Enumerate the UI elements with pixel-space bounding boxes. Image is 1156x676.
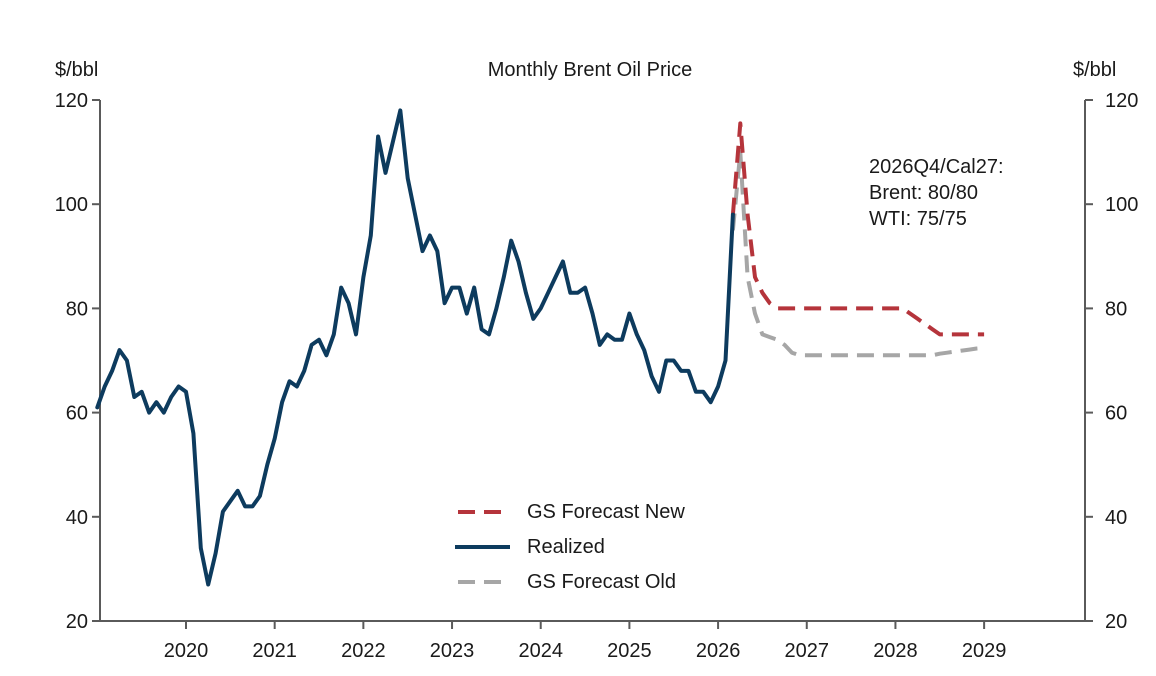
x-tick-label-2027: 2027 <box>785 640 830 662</box>
right-y-tick-label: 100 <box>1105 194 1138 216</box>
x-tick-label-2028: 2028 <box>873 640 918 662</box>
right-axis-unit-label: $/bbl <box>1073 59 1116 81</box>
left-axis-unit-label: $/bbl <box>55 59 98 81</box>
right-y-tick-label: 40 <box>1105 507 1127 529</box>
right-y-tick-label: 60 <box>1105 403 1127 425</box>
legend: GS Forecast New Realized GS Forecast Old <box>455 501 685 593</box>
x-tick-label-2025: 2025 <box>607 640 652 662</box>
left-y-tick-label: 80 <box>66 298 88 320</box>
x-tick-label-2029: 2029 <box>962 640 1007 662</box>
annotation-line-3: WTI: 75/75 <box>869 208 967 230</box>
legend-label-forecast-new: GS Forecast New <box>527 501 685 523</box>
annotation-box: 2026Q4/Cal27: Brent: 80/80 WTI: 75/75 <box>869 156 1004 230</box>
legend-label-realized: Realized <box>527 536 605 558</box>
right-y-tick-label: 120 <box>1105 90 1138 112</box>
right-y-tick-label: 20 <box>1105 611 1127 633</box>
x-tick-label-2020: 2020 <box>164 640 209 662</box>
x-tick-label-2021: 2021 <box>252 640 297 662</box>
series-layer <box>95 108 985 587</box>
series-line-gs-forecast-old <box>730 150 985 358</box>
x-tick-label-2023: 2023 <box>430 640 475 662</box>
x-tick-label-2026: 2026 <box>696 640 741 662</box>
left-y-tick-label: 40 <box>66 507 88 529</box>
left-y-tick-label: 60 <box>66 403 88 425</box>
x-tick-label-2024: 2024 <box>518 640 563 662</box>
series-line-realized <box>95 108 735 587</box>
series-line-gs-forecast-new <box>730 121 985 337</box>
legend-label-forecast-old: GS Forecast Old <box>527 571 676 593</box>
chart-title: Monthly Brent Oil Price <box>488 59 693 81</box>
annotation-line-2: Brent: 80/80 <box>869 182 978 204</box>
left-y-tick-label: 120 <box>55 90 88 112</box>
annotation-line-1: 2026Q4/Cal27: <box>869 156 1004 178</box>
left-y-tick-label: 100 <box>55 194 88 216</box>
right-y-tick-label: 80 <box>1105 298 1127 320</box>
x-tick-label-2022: 2022 <box>341 640 386 662</box>
left-y-tick-label: 20 <box>66 611 88 633</box>
